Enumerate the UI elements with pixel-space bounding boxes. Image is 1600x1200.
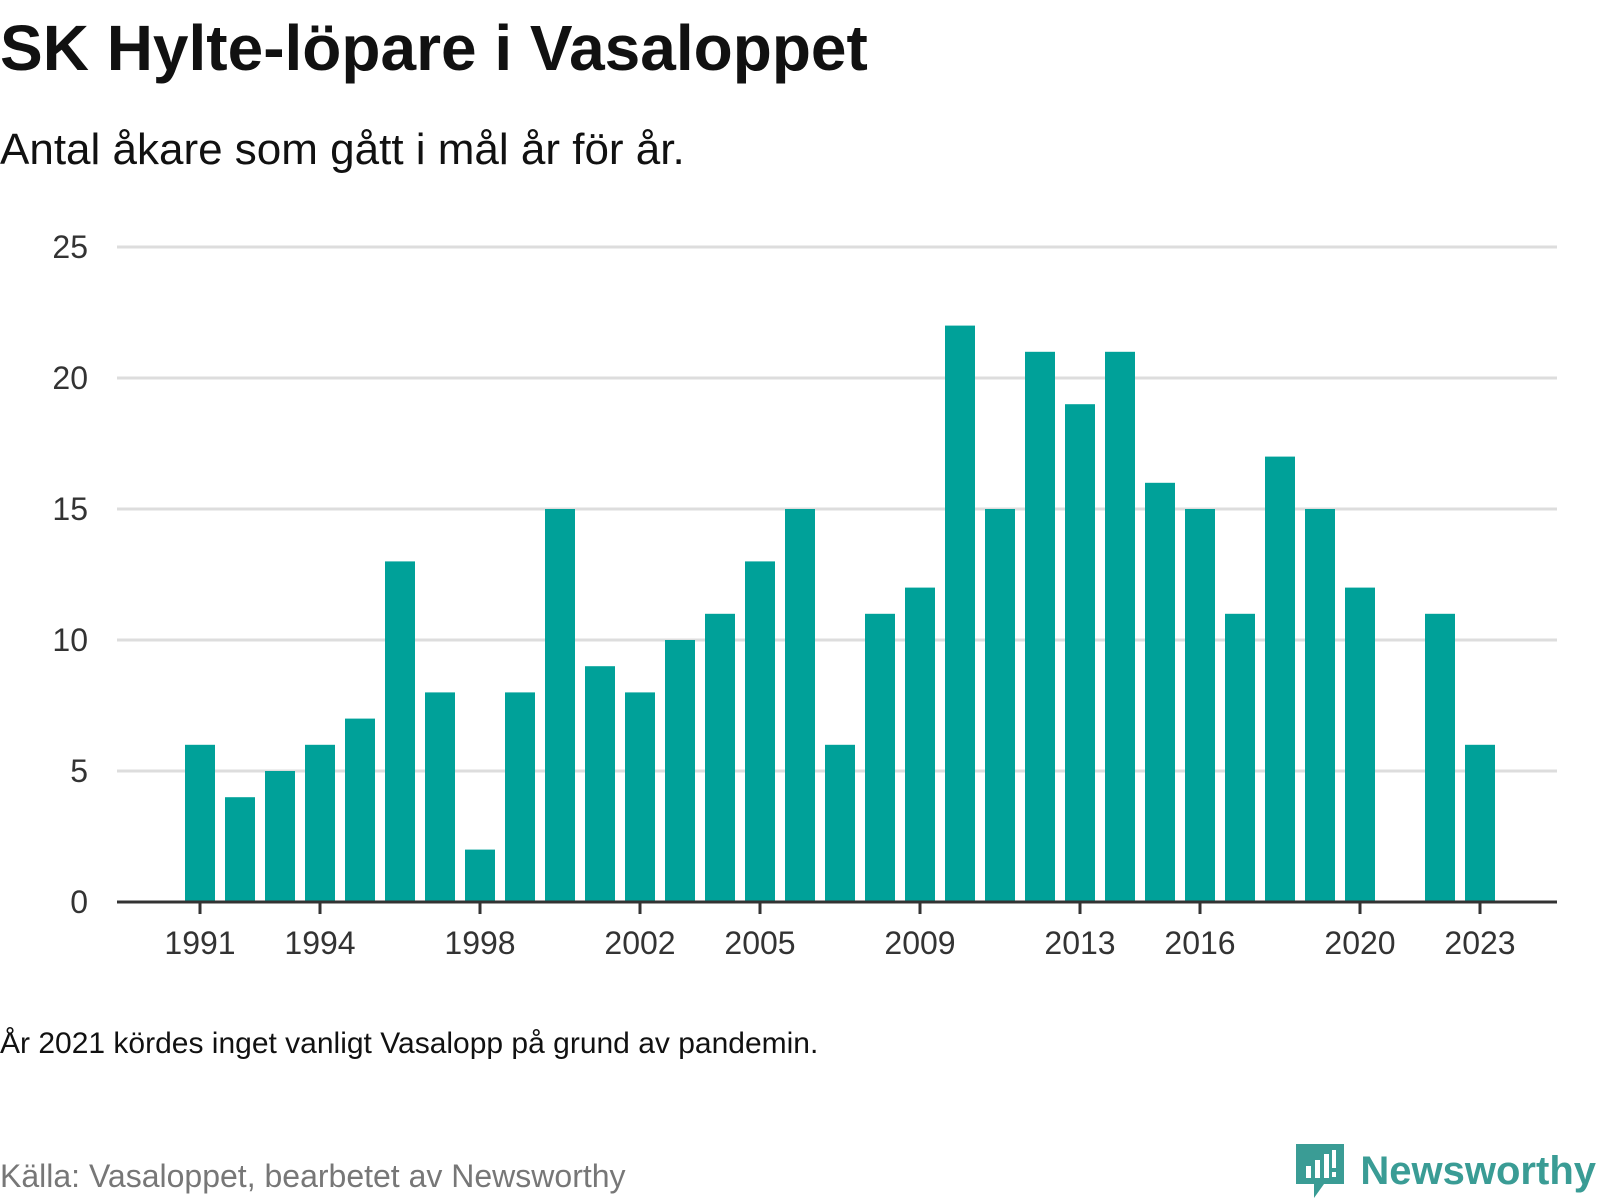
chart-subtitle: Antal åkare som gått i mål år för år. [0, 125, 685, 174]
y-tick-label: 15 [52, 491, 88, 527]
bar-2020 [1345, 587, 1375, 902]
x-tick-label: 2002 [604, 925, 675, 961]
x-tick-label: 1998 [444, 925, 515, 961]
bar-2016 [1185, 509, 1215, 902]
bar-2005 [745, 561, 775, 902]
x-tick-label: 2023 [1444, 925, 1515, 961]
newsworthy-brand: Newsworthy [1294, 1142, 1596, 1200]
bar-2014 [1105, 351, 1135, 902]
bar-2018 [1265, 456, 1295, 902]
bar-1991 [185, 744, 215, 902]
bar-1995 [345, 718, 375, 902]
bar-1996 [385, 561, 415, 902]
bar-2008 [865, 613, 895, 902]
x-tick-label: 2005 [724, 925, 795, 961]
bar-2001 [585, 666, 615, 902]
grid-lines [117, 245, 1557, 773]
bar-2002 [625, 692, 655, 902]
y-tick-label: 5 [70, 753, 88, 789]
bar-2004 [705, 613, 735, 902]
y-tick-label: 20 [52, 360, 88, 396]
bar-2007 [825, 744, 855, 902]
x-tick-label: 2020 [1324, 925, 1395, 961]
x-axis-labels: 1991 1994 1998 2002 2005 2009 2013 2016 2020 2023 [164, 925, 1515, 961]
bars [185, 325, 1495, 903]
newsworthy-logo-icon [1296, 1144, 1345, 1198]
y-tick-label: 25 [52, 229, 88, 265]
y-axis-labels: 0 5 10 15 20 25 [52, 229, 88, 920]
bar-2017 [1225, 613, 1255, 902]
bar-2000 [545, 509, 575, 902]
bar-2003 [665, 640, 695, 902]
bar-1993 [265, 771, 295, 902]
bar-2015 [1145, 482, 1175, 902]
x-tick-label: 2009 [884, 925, 955, 961]
y-tick-label: 10 [52, 622, 88, 658]
x-tick-label: 1994 [284, 925, 355, 961]
bar-1997 [425, 692, 455, 902]
bar-2009 [905, 587, 935, 902]
bar-2006 [785, 509, 815, 902]
bar-2019 [1305, 509, 1335, 902]
source-text: Källa: Vasaloppet, bearbetet av Newswort… [0, 1158, 626, 1194]
x-axis [117, 900, 1557, 914]
bar-2022 [1425, 613, 1455, 902]
bar-2012 [1025, 351, 1055, 902]
bar-2011 [985, 509, 1015, 902]
bar-1999 [505, 692, 535, 902]
x-tick-label: 2016 [1164, 925, 1235, 961]
bar-2010 [945, 325, 975, 903]
bar-chart: 0 5 10 15 20 25 1991 1994 1998 2002 2005 2009 2013 2… [52, 229, 1557, 961]
page-title: SK Hylte-löpare i Vasaloppet [0, 12, 868, 84]
bar-2013 [1065, 404, 1095, 902]
chart-note: År 2021 kördes inget vanligt Vasalopp på… [0, 1027, 819, 1060]
bar-1998 [465, 849, 495, 902]
x-tick-label: 1991 [164, 925, 235, 961]
bar-1994 [305, 744, 335, 902]
bar-2023 [1465, 744, 1495, 902]
bar-1992 [225, 797, 255, 902]
brand-name: Newsworthy [1360, 1148, 1596, 1193]
y-tick-label: 0 [70, 884, 88, 920]
x-tick-label: 2013 [1044, 925, 1115, 961]
